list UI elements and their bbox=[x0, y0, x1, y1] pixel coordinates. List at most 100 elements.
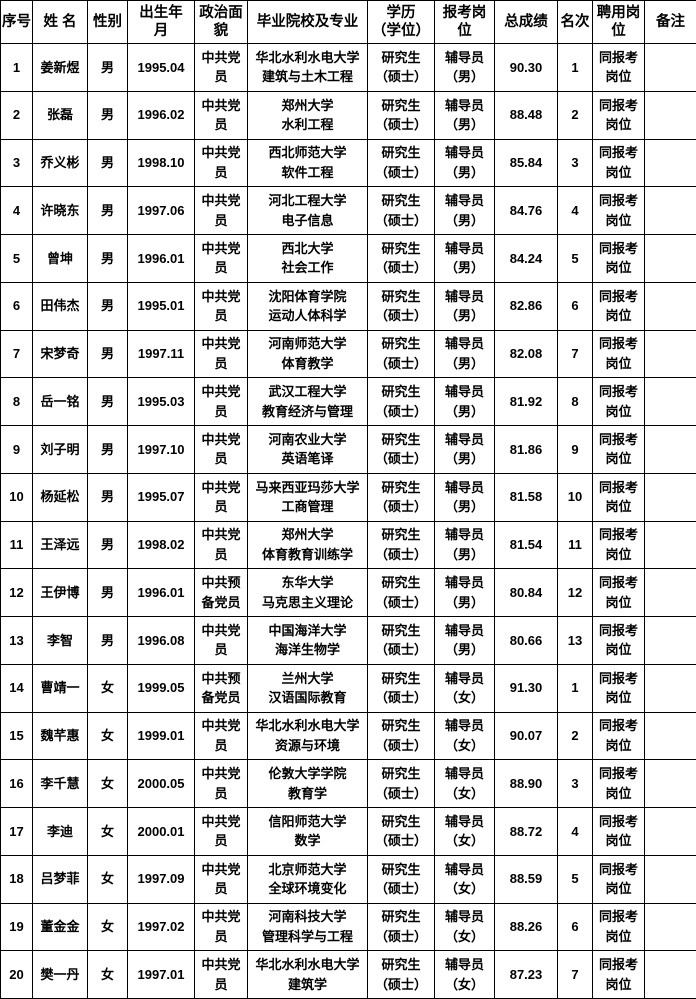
cell-school-major: 伦敦大学学院 教育学 bbox=[247, 759, 368, 808]
cell-rank: 6 bbox=[557, 902, 593, 952]
cell-political: 中共党 员 bbox=[194, 759, 248, 808]
cell-rank: 1 bbox=[557, 43, 593, 92]
cell-index: 2 bbox=[0, 90, 33, 140]
cell-total-score: 88.72 bbox=[494, 807, 558, 856]
cell-school-major: 西北大学 社会工作 bbox=[247, 234, 368, 283]
cell-name: 吕梦菲 bbox=[32, 854, 88, 904]
cell-hired-post: 同报考 岗位 bbox=[592, 711, 645, 761]
table-row: 19 董金金女 1997.02 中共党 员河南科技大学 管理科学与工程 研究生 （硕士）… bbox=[0, 902, 696, 952]
table-row: 1 姜新煜男 1995.04 中共党 员华北水利水电大学 建筑与土木工程 研究生 （硕士… bbox=[0, 43, 696, 92]
cell-index: 3 bbox=[0, 138, 33, 188]
cell-birth-date: 1997.02 bbox=[127, 902, 195, 952]
cell-gender: 女 bbox=[87, 807, 128, 856]
cell-notes bbox=[644, 807, 696, 856]
cell-degree: 研究生 （硕士） bbox=[367, 520, 435, 570]
cell-degree: 研究生 （硕士） bbox=[367, 90, 435, 140]
cell-gender: 女 bbox=[87, 902, 128, 952]
cell-gender: 男 bbox=[87, 616, 128, 665]
cell-birth-date: 1995.01 bbox=[127, 281, 195, 331]
column-header-total-score: 总成绩 bbox=[494, 0, 558, 44]
cell-notes bbox=[644, 234, 696, 283]
cell-name: 曾坤 bbox=[32, 234, 88, 283]
cell-political: 中共党 员 bbox=[194, 425, 248, 474]
cell-total-score: 87.23 bbox=[494, 950, 558, 999]
cell-degree: 研究生 （硕士） bbox=[367, 377, 435, 426]
cell-total-score: 88.48 bbox=[494, 90, 558, 140]
cell-hired-post: 同报考 岗位 bbox=[592, 43, 645, 92]
cell-rank: 11 bbox=[557, 520, 593, 570]
cell-school-major: 郑州大学 水利工程 bbox=[247, 90, 368, 140]
cell-gender: 男 bbox=[87, 234, 128, 283]
cell-birth-date: 1996.01 bbox=[127, 234, 195, 283]
cell-degree: 研究生 （硕士） bbox=[367, 281, 435, 331]
cell-index: 14 bbox=[0, 663, 33, 713]
cell-hired-post: 同报考 岗位 bbox=[592, 425, 645, 474]
cell-gender: 男 bbox=[87, 425, 128, 474]
cell-rank: 9 bbox=[557, 425, 593, 474]
cell-political: 中共党 员 bbox=[194, 472, 248, 522]
cell-degree: 研究生 （硕士） bbox=[367, 902, 435, 952]
cell-name: 宋梦奇 bbox=[32, 329, 88, 379]
cell-rank: 7 bbox=[557, 950, 593, 999]
cell-hired-post: 同报考 岗位 bbox=[592, 186, 645, 235]
cell-index: 1 bbox=[0, 43, 33, 92]
cell-total-score: 84.76 bbox=[494, 186, 558, 235]
cell-hired-post: 同报考 岗位 bbox=[592, 90, 645, 140]
cell-political: 中共党 员 bbox=[194, 329, 248, 379]
cell-index: 15 bbox=[0, 711, 33, 761]
cell-gender: 男 bbox=[87, 186, 128, 235]
cell-hired-post: 同报考 岗位 bbox=[592, 520, 645, 570]
cell-hired-post: 同报考 岗位 bbox=[592, 377, 645, 426]
cell-applied-post: 辅导员 （男） bbox=[434, 281, 495, 331]
cell-gender: 男 bbox=[87, 472, 128, 522]
cell-rank: 4 bbox=[557, 186, 593, 235]
cell-gender: 男 bbox=[87, 329, 128, 379]
table-row: 12 王伊博男 1996.01 中共预 备党员 东华大学 马克思主义理论 研究生 （硕士）… bbox=[0, 568, 696, 617]
cell-political: 中共党 员 bbox=[194, 616, 248, 665]
cell-rank: 5 bbox=[557, 854, 593, 904]
cell-applied-post: 辅导员 （女） bbox=[434, 711, 495, 761]
cell-name: 刘子明 bbox=[32, 425, 88, 474]
cell-name: 曹靖一 bbox=[32, 663, 88, 713]
table-row: 17 李迪女 2000.01 中共党 员信阳师范大学 数学 研究生 （硕士） 辅导员 （女… bbox=[0, 807, 696, 856]
cell-applied-post: 辅导员 （男） bbox=[434, 616, 495, 665]
cell-political: 中共党 员 bbox=[194, 138, 248, 188]
table-row: 13 李智男 1996.08 中共党 员中国海洋大学 海洋生物学 研究生 （硕士） 辅导员… bbox=[0, 616, 696, 665]
cell-birth-date: 1998.02 bbox=[127, 520, 195, 570]
cell-applied-post: 辅导员 （男） bbox=[434, 329, 495, 379]
cell-birth-date: 1996.08 bbox=[127, 616, 195, 665]
cell-school-major: 西北师范大学 软件工程 bbox=[247, 138, 368, 188]
cell-gender: 女 bbox=[87, 854, 128, 904]
cell-applied-post: 辅导员 （男） bbox=[434, 377, 495, 426]
cell-total-score: 90.30 bbox=[494, 43, 558, 92]
cell-gender: 男 bbox=[87, 43, 128, 92]
cell-notes bbox=[644, 186, 696, 235]
table-row: 16 李千慧女 2000.05 中共党 员伦敦大学学院 教育学 研究生 （硕士） 辅导员 … bbox=[0, 759, 696, 808]
cell-school-major: 马来西亚玛莎大学 工商管理 bbox=[247, 472, 368, 522]
cell-name: 魏芊惠 bbox=[32, 711, 88, 761]
cell-index: 19 bbox=[0, 902, 33, 952]
cell-rank: 5 bbox=[557, 234, 593, 283]
cell-school-major: 华北水利水电大学 资源与环境 bbox=[247, 711, 368, 761]
cell-degree: 研究生 （硕士） bbox=[367, 138, 435, 188]
cell-rank: 4 bbox=[557, 807, 593, 856]
cell-political: 中共党 员 bbox=[194, 807, 248, 856]
cell-degree: 研究生 （硕士） bbox=[367, 425, 435, 474]
column-header-notes: 备注 bbox=[644, 0, 696, 44]
cell-political: 中共预 备党员 bbox=[194, 568, 248, 617]
table-row: 14 曹靖一女 1999.05 中共预 备党员 兰州大学 汉语国际教育 研究生 （硕士）辅… bbox=[0, 663, 696, 713]
cell-name: 李智 bbox=[32, 616, 88, 665]
cell-gender: 男 bbox=[87, 90, 128, 140]
cell-applied-post: 辅导员 （男） bbox=[434, 90, 495, 140]
table-header: 序号姓 名性别 出生年 月政治面 貌毕业院校及专业 学历 （学位） 报考岗 位总成绩名… bbox=[0, 0, 696, 44]
cell-total-score: 81.54 bbox=[494, 520, 558, 570]
cell-notes bbox=[644, 43, 696, 92]
cell-name: 张磊 bbox=[32, 90, 88, 140]
cell-applied-post: 辅导员 （男） bbox=[434, 234, 495, 283]
cell-applied-post: 辅导员 （男） bbox=[434, 425, 495, 474]
cell-school-major: 河南农业大学 英语笔译 bbox=[247, 425, 368, 474]
cell-total-score: 81.86 bbox=[494, 425, 558, 474]
cell-school-major: 郑州大学 体育教育训练学 bbox=[247, 520, 368, 570]
cell-political: 中共党 员 bbox=[194, 950, 248, 999]
cell-index: 18 bbox=[0, 854, 33, 904]
